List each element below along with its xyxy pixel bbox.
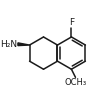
Text: OCH₃: OCH₃ [65, 78, 87, 87]
Text: F: F [69, 18, 74, 27]
Text: H₂N: H₂N [0, 40, 17, 49]
Polygon shape [18, 43, 30, 46]
